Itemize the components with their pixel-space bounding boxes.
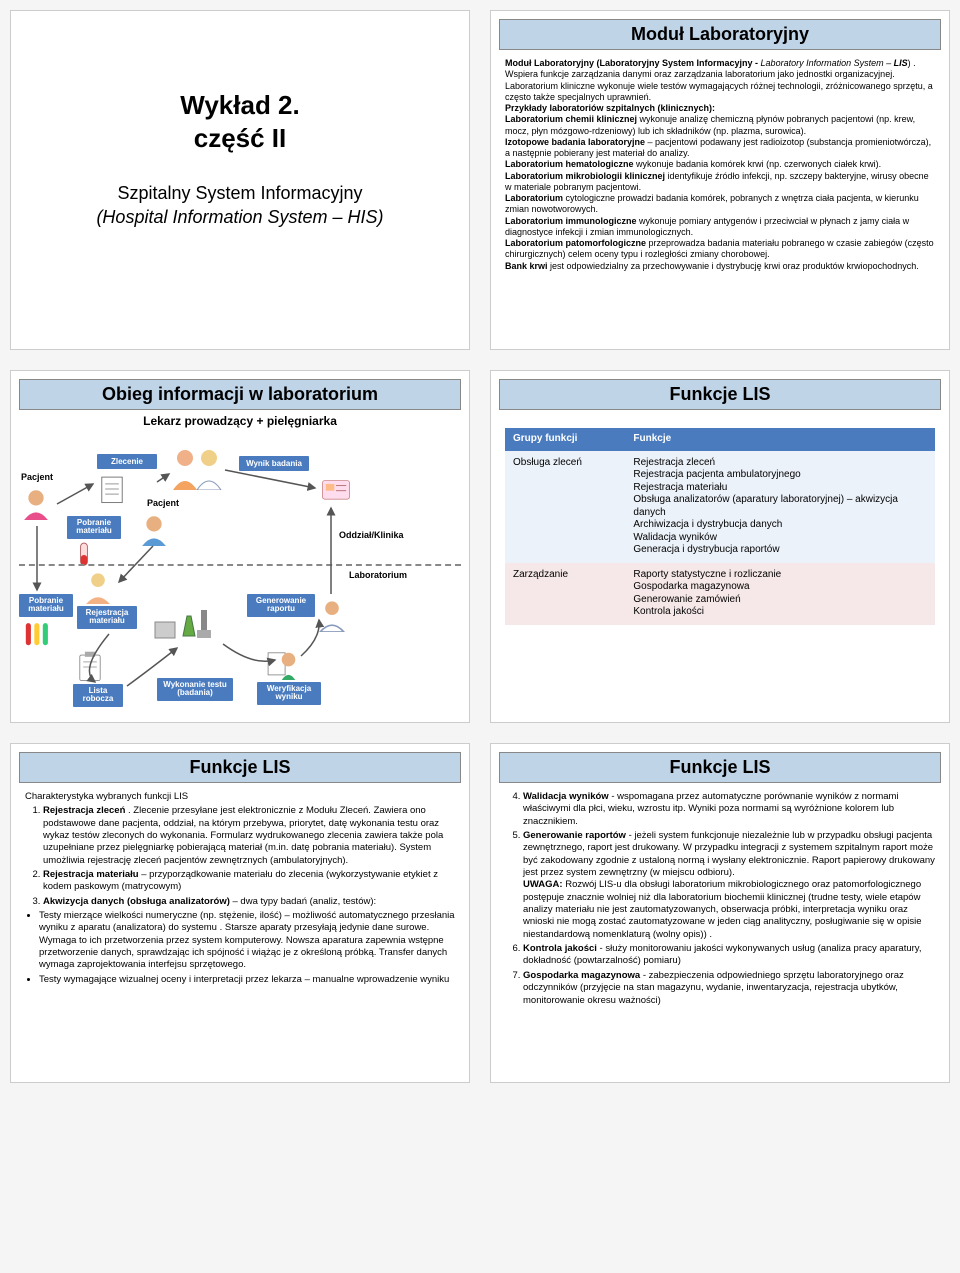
label-oddzial: Oddział/Klinika [339, 530, 404, 540]
lab-equipment-icon [153, 602, 223, 644]
tag-wykonanie: Wykonanie testu (badania) [157, 678, 233, 701]
sub-a: Szpitalny System Informacyjny [117, 183, 362, 203]
tag-pobranie-top: Pobranie materiału [67, 516, 121, 539]
sub-b: (Hospital Information System – HIS) [96, 207, 383, 227]
tag-weryfikacja: Weryfikacja wyniku [257, 682, 321, 705]
title-b: część II [194, 123, 287, 153]
slide-6: Funkcje LIS Walidacja wyników - wspomaga… [490, 743, 950, 1083]
patient-icon [19, 486, 53, 522]
functions-table: Grupy funkcji Funkcje Obsługa zleceńReje… [505, 428, 935, 625]
slide2-title: Moduł Laboratoryjny [499, 19, 941, 50]
tag-pobranie: Pobranie materiału [19, 594, 73, 617]
list-item: Akwizycja danych (obsługa analizatorów) … [43, 896, 455, 908]
slide4-title: Funkcje LIS [499, 379, 941, 410]
slide2-body: Moduł Laboratoryjny (Laboratoryjny Syste… [499, 50, 941, 280]
slide-1: Wykład 2. część II Szpitalny System Info… [10, 10, 470, 350]
list-item: Walidacja wyników - wspomagana przez aut… [523, 791, 935, 828]
result-card-icon [319, 472, 353, 508]
list-item: Rejestracja materiału – przyporządkowani… [43, 869, 455, 894]
slide1-title: Wykład 2. część II [180, 89, 299, 154]
label-pacjent: Pacjent [21, 472, 53, 482]
pobranie-txt: Pobranie materiału [76, 518, 112, 535]
tag-wynik: Wynik badania [239, 456, 309, 471]
table-row: Obsługa zleceńRejestracja zleceńRejestra… [505, 451, 935, 563]
dashed-separator [19, 564, 461, 566]
sample-icon-top [67, 538, 101, 574]
doctor-nurse-icon [167, 446, 227, 492]
order-form-icon [95, 472, 129, 508]
cell-functions: Rejestracja zleceńRejestracja pacjenta a… [625, 451, 935, 563]
list-item: Rejestracja zleceń . Zlecenie przesyłane… [43, 805, 455, 867]
slide3-title: Obieg informacji w laboratorium [19, 379, 461, 410]
clipboard-icon [73, 650, 107, 686]
nurse-icon [81, 570, 115, 606]
slide-2: Moduł Laboratoryjny Moduł Laboratoryjny … [490, 10, 950, 350]
verify-icon [263, 646, 297, 682]
slide-3: Obieg informacji w laboratorium Lekarz p… [10, 370, 470, 723]
slide1-sub: Szpitalny System Informacyjny (Hospital … [96, 182, 383, 229]
doctor2-icon [315, 598, 349, 634]
title-a: Wykład 2. [180, 90, 299, 120]
tag-generowanie: Generowanie raportu [247, 594, 315, 617]
slide5-list: Rejestracja zleceń . Zlecenie przesyłane… [25, 805, 455, 908]
slide5-bullets: Testy mierzące wielkości numeryczne (np.… [25, 910, 455, 986]
tag-lista: Lista robocza [73, 684, 123, 707]
cell-functions: Raporty statystyczne i rozliczanieGospod… [625, 563, 935, 625]
th-functions: Funkcje [625, 428, 935, 451]
slide5-intro: Charakterystyka wybranych funkcji LIS [25, 791, 455, 803]
table-row: ZarządzanieRaporty statystyczne i rozlic… [505, 563, 935, 625]
tag-rejestracja: Rejestracja materiału [77, 606, 137, 629]
tubes-icon [19, 618, 53, 654]
slide3-subhead: Lekarz prowadzący + pielęgniarka [19, 414, 461, 428]
tag-zlecenie: Zlecenie [97, 454, 157, 469]
slide-4: Funkcje LIS Grupy funkcji Funkcje Obsług… [490, 370, 950, 723]
list-item: Generowanie raportów - jeżeli system fun… [523, 830, 935, 941]
flow-diagram: Pacjent Zlecenie Wynik badania Pobranie … [19, 434, 461, 714]
list-item: Kontrola jakości - służy monitorowaniu j… [523, 943, 935, 968]
th-group: Grupy funkcji [505, 428, 625, 451]
label-lab: Laboratorium [349, 570, 407, 580]
list-item: Testy wymagające wizualnej oceny i inter… [39, 974, 455, 986]
cell-group: Zarządzanie [505, 563, 625, 625]
slide5-title: Funkcje LIS [19, 752, 461, 783]
list-item: Gospodarka magazynowa - zabezpieczenia o… [523, 970, 935, 1007]
slide-5: Funkcje LIS Charakterystyka wybranych fu… [10, 743, 470, 1083]
patient2-icon [137, 512, 171, 548]
label-pacjent2: Pacjent [147, 498, 179, 508]
slide6-list: Walidacja wyników - wspomagana przez aut… [505, 791, 935, 1007]
list-item: Testy mierzące wielkości numeryczne (np.… [39, 910, 455, 972]
slide6-title: Funkcje LIS [499, 752, 941, 783]
cell-group: Obsługa zleceń [505, 451, 625, 563]
